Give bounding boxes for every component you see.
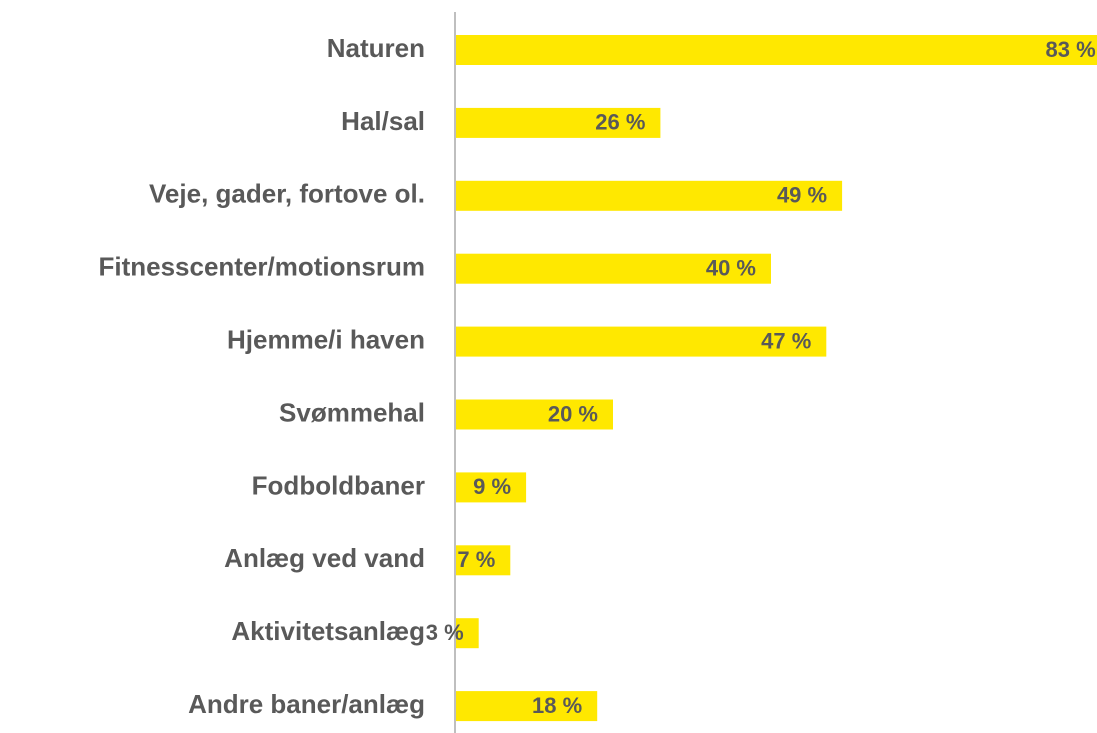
data-label: 47 % <box>761 328 811 353</box>
data-label: 40 % <box>706 256 756 281</box>
category-label: Fitnesscenter/motionsrum <box>98 252 425 282</box>
bar <box>455 253 771 284</box>
category-label: Fodboldbaner <box>252 470 425 500</box>
category-label: Anlæg ved vand <box>224 543 425 573</box>
data-label: 20 % <box>548 401 598 426</box>
data-label: 26 % <box>595 110 645 135</box>
bar <box>455 472 527 503</box>
category-label: Hjemme/i haven <box>227 324 425 354</box>
category-label: Svømmehal <box>279 397 425 427</box>
data-label: 83 % <box>1046 37 1096 62</box>
category-label: Hal/sal <box>341 106 425 136</box>
bar <box>455 107 661 138</box>
category-label: Aktivitetsanlæg <box>231 616 425 646</box>
category-label: Veje, gader, fortove ol. <box>149 179 425 209</box>
bar <box>455 545 511 576</box>
bar <box>455 618 479 649</box>
category-label: Naturen <box>327 33 425 63</box>
data-label: 18 % <box>532 693 582 718</box>
bar <box>455 399 613 430</box>
data-label: 9 % <box>473 474 511 499</box>
data-label: 3 % <box>426 620 464 645</box>
bar <box>455 35 1097 65</box>
category-label: Andre baner/anlæg <box>188 689 425 719</box>
data-label: 49 % <box>777 183 827 208</box>
data-label: 7 % <box>457 547 495 572</box>
bar <box>455 180 843 211</box>
bar <box>455 326 827 357</box>
bar <box>455 691 598 722</box>
